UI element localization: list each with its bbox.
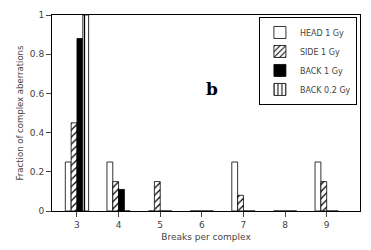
svg-text:Fraction of complex aberration: Fraction of complex aberrations [15, 45, 25, 180]
svg-text:7: 7 [241, 220, 247, 230]
svg-text:5: 5 [157, 220, 163, 230]
svg-text:9: 9 [324, 220, 330, 230]
svg-text:8: 8 [282, 220, 288, 230]
svg-text:0.2: 0.2 [30, 167, 44, 177]
svg-text:1: 1 [38, 10, 44, 20]
svg-text:6: 6 [199, 220, 205, 230]
svg-text:Breaks per complex: Breaks per complex [161, 232, 251, 242]
svg-text:b: b [206, 79, 218, 99]
svg-text:0: 0 [38, 206, 44, 216]
svg-text:4: 4 [116, 220, 122, 230]
svg-text:0.8: 0.8 [30, 49, 45, 59]
svg-text:BACK 0.2 Gy: BACK 0.2 Gy [300, 86, 351, 95]
svg-text:0.4: 0.4 [30, 128, 45, 138]
svg-text:HEAD 1 Gy: HEAD 1 Gy [300, 29, 344, 38]
svg-text:BACK 1 Gy: BACK 1 Gy [300, 67, 343, 76]
svg-text:SIDE 1 Gy: SIDE 1 Gy [300, 48, 340, 57]
svg-text:0.6: 0.6 [30, 89, 45, 99]
svg-text:3: 3 [74, 220, 80, 230]
